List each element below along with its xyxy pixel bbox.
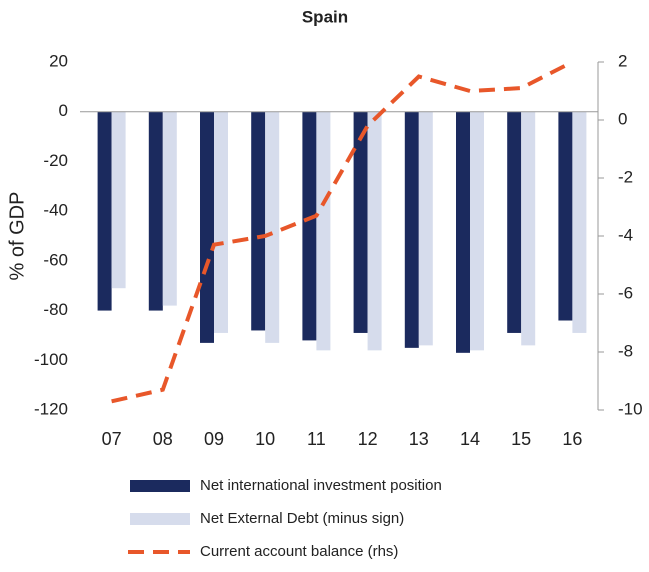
x-tick-label: 13	[409, 429, 429, 449]
bar	[162, 111, 177, 306]
bar	[214, 111, 228, 333]
bar	[111, 111, 126, 289]
bar	[558, 111, 573, 321]
y-tick-label: -120	[34, 399, 68, 418]
y2-tick-label: -8	[618, 341, 633, 360]
y-tick-label: -80	[43, 300, 68, 319]
bar	[200, 111, 214, 343]
x-tick-label: 09	[204, 429, 224, 449]
x-tick-label: 16	[562, 429, 582, 449]
y2-tick-label: -6	[618, 283, 633, 302]
legend-swatch	[130, 513, 190, 525]
legend-swatch	[130, 480, 190, 492]
legend-label: Current account balance (rhs)	[200, 543, 398, 560]
y-tick-label: -60	[43, 250, 68, 269]
line-series	[111, 60, 574, 404]
x-tick-label: 12	[358, 429, 378, 449]
y-tick-label: 0	[59, 101, 68, 120]
chart-title: Spain	[302, 7, 348, 26]
y2-tick-label: -10	[618, 399, 643, 418]
bar	[97, 111, 112, 311]
bar	[353, 111, 368, 333]
legend-label: Net international investment position	[200, 477, 442, 494]
bar	[316, 111, 331, 351]
x-tick-label: 10	[255, 429, 275, 449]
y-tick-label: -40	[43, 201, 68, 220]
y2-tick-label: -2	[618, 167, 633, 186]
bar	[470, 111, 484, 351]
y2-tick-label: 2	[618, 51, 627, 70]
bar	[418, 111, 433, 346]
x-tick-label: 08	[153, 429, 173, 449]
y-tick-label: -100	[34, 350, 68, 369]
bar	[521, 111, 536, 346]
x-tick-label: 15	[511, 429, 531, 449]
x-tick-label: 07	[102, 429, 122, 449]
y2-tick-label: -4	[618, 225, 633, 244]
legend-label: Net External Debt (minus sign)	[200, 510, 404, 527]
bar	[404, 111, 419, 348]
y2-tick-label: 0	[618, 109, 627, 128]
bar	[302, 111, 317, 341]
y-axis-label: % of GDP	[6, 192, 28, 281]
bar	[367, 111, 382, 351]
y-tick-label: -20	[43, 151, 68, 170]
x-tick-label: 14	[460, 429, 480, 449]
bar	[456, 111, 470, 353]
bar	[251, 111, 266, 331]
bar	[572, 111, 587, 333]
x-tick-label: 11	[307, 429, 326, 449]
bar	[507, 111, 522, 333]
bar	[148, 111, 163, 311]
bar	[265, 111, 280, 343]
y-tick-label: 20	[49, 51, 68, 70]
